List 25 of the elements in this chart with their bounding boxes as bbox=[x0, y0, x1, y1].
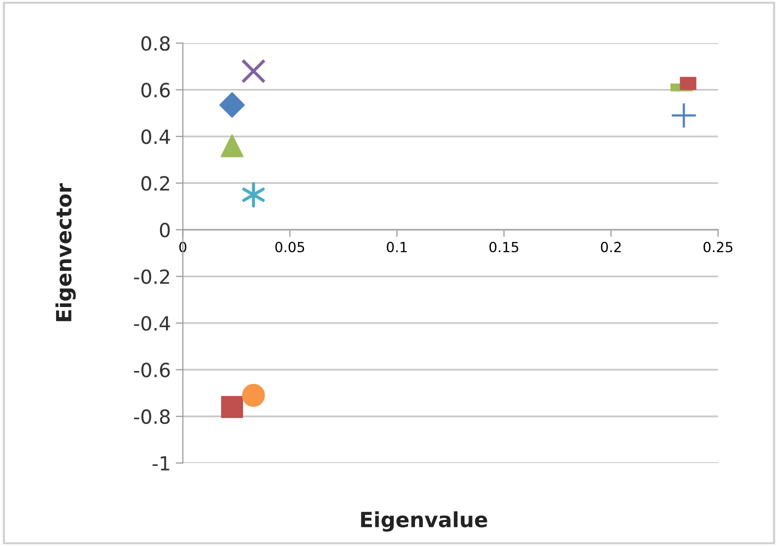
point bbox=[242, 182, 265, 208]
point bbox=[672, 103, 696, 128]
x-tick-label: 0 bbox=[179, 242, 186, 252]
point bbox=[219, 92, 245, 118]
x-tick-label: 0.25 bbox=[704, 242, 732, 252]
y-axis-title: Eigenvector bbox=[55, 183, 76, 322]
y-tick-label: 0.4 bbox=[141, 129, 170, 144]
y-tick-label: -1 bbox=[152, 456, 170, 470]
x-tick-label: 0.05 bbox=[275, 242, 304, 252]
x-axis-title: Eigenvalue bbox=[361, 511, 488, 532]
y-tick-label: -0.6 bbox=[134, 362, 170, 378]
x-tick-label: 0.2 bbox=[600, 242, 621, 252]
y-tick-label: -0.2 bbox=[134, 269, 170, 284]
point bbox=[220, 134, 244, 158]
y-tick-label: 0 bbox=[160, 222, 170, 238]
x-tick-label: 0.1 bbox=[386, 242, 407, 252]
x-tick-label: 0.15 bbox=[489, 242, 518, 252]
point bbox=[241, 58, 266, 84]
point bbox=[221, 396, 244, 418]
y-tick-label: 0.6 bbox=[141, 82, 170, 98]
y-tick-label: 0.2 bbox=[141, 176, 170, 191]
point bbox=[242, 384, 265, 407]
y-tick-label: -0.8 bbox=[134, 409, 170, 424]
y-tick-label: 0.8 bbox=[141, 36, 170, 51]
y-tick-label: -0.4 bbox=[134, 316, 170, 331]
